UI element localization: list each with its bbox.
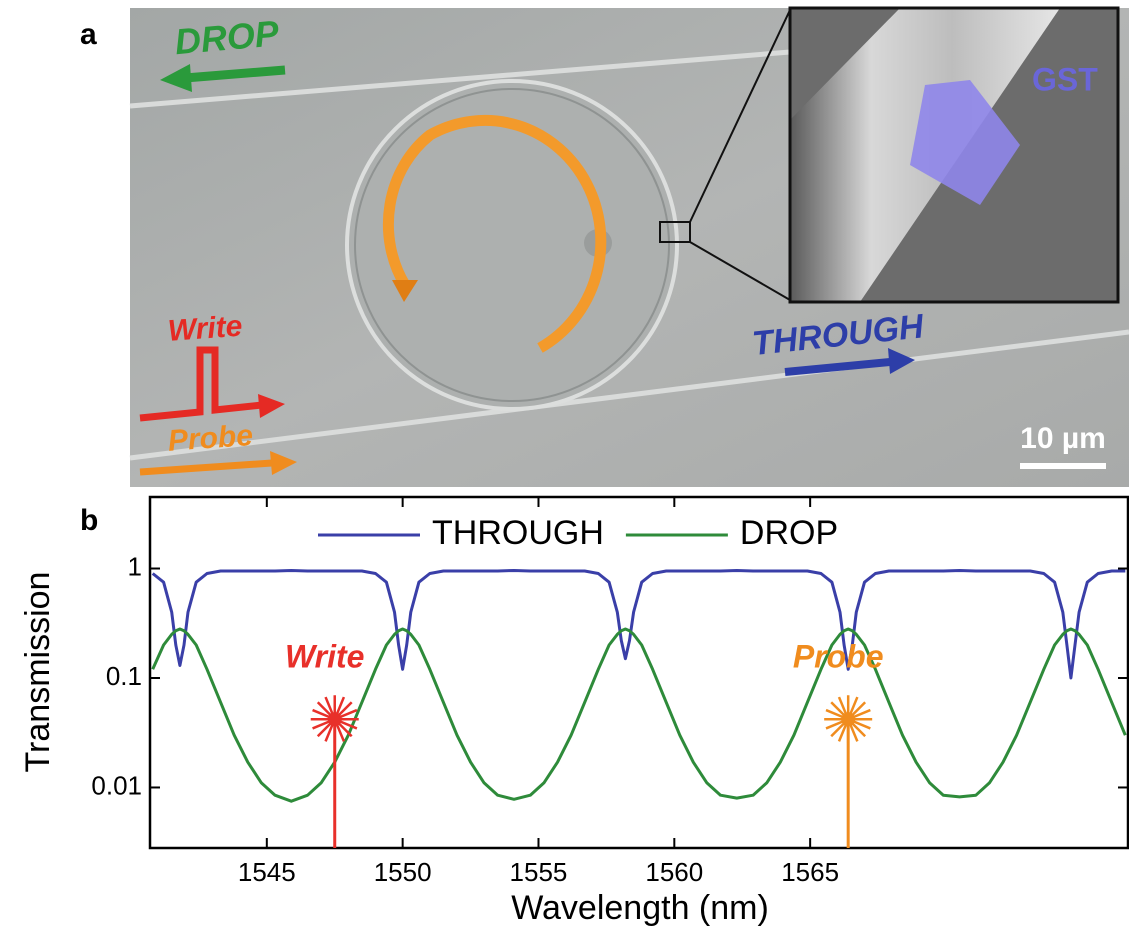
legend-label: DROP <box>740 514 838 552</box>
write-arrowhead <box>258 394 285 418</box>
x-tick-label: 1565 <box>781 857 839 887</box>
ring <box>345 79 679 411</box>
drop-arrow <box>184 65 286 83</box>
orange-arrowhead <box>392 280 418 302</box>
bus-waveguide <box>129 329 1129 461</box>
laser-star <box>310 695 359 744</box>
x-tick-label: 1560 <box>645 857 703 887</box>
panel-label: a <box>80 18 97 51</box>
probe-label: Probe <box>167 419 254 458</box>
zoom-line <box>689 241 791 301</box>
write-pulse <box>139 346 263 422</box>
y-tick-label: 0.1 <box>106 661 142 691</box>
plot <box>151 569 1127 803</box>
star-core <box>841 712 856 727</box>
axes-frame <box>148 495 1129 850</box>
legend-label: THROUGH <box>432 514 604 552</box>
drop-waveguide <box>129 49 791 109</box>
through-arrow <box>784 358 891 376</box>
zoom-box <box>659 221 691 243</box>
y-tick-label: 1 <box>128 551 142 581</box>
series-line <box>151 569 1126 680</box>
drop-label: DROP <box>173 12 281 62</box>
panel-label: b <box>80 504 98 537</box>
y-axis-label: Transmission <box>19 572 57 773</box>
y-tick-label: 0.01 <box>91 770 142 800</box>
zoom-line <box>689 9 791 223</box>
x-tick-label: 1555 <box>510 857 568 887</box>
panel-a: a DROP Write Probe THROUGH GST 10 µm <box>80 6 1129 487</box>
probe-arrow <box>139 459 273 476</box>
ring-inner <box>354 88 670 402</box>
drop-arrowhead <box>160 64 192 92</box>
x-axis-label: Wavelength (nm) <box>511 889 769 927</box>
laser-star <box>824 695 873 744</box>
star-core <box>327 712 342 727</box>
x-tick-label: 1545 <box>238 857 296 887</box>
scale-label: 10 µm <box>1020 422 1106 455</box>
probe-arrowhead <box>270 451 297 475</box>
write-label: Write <box>167 310 244 348</box>
series-line <box>151 627 1127 803</box>
gst-patch <box>910 80 1020 205</box>
inset-frame <box>788 6 1120 304</box>
x-tick-label: 1550 <box>374 857 432 887</box>
orange-arrow <box>382 115 607 353</box>
annotation: Write <box>285 639 364 675</box>
annotation: Probe <box>793 639 884 675</box>
inset <box>790 8 1118 302</box>
gst-label: GST <box>1032 61 1098 97</box>
through-arrowhead <box>888 348 915 374</box>
